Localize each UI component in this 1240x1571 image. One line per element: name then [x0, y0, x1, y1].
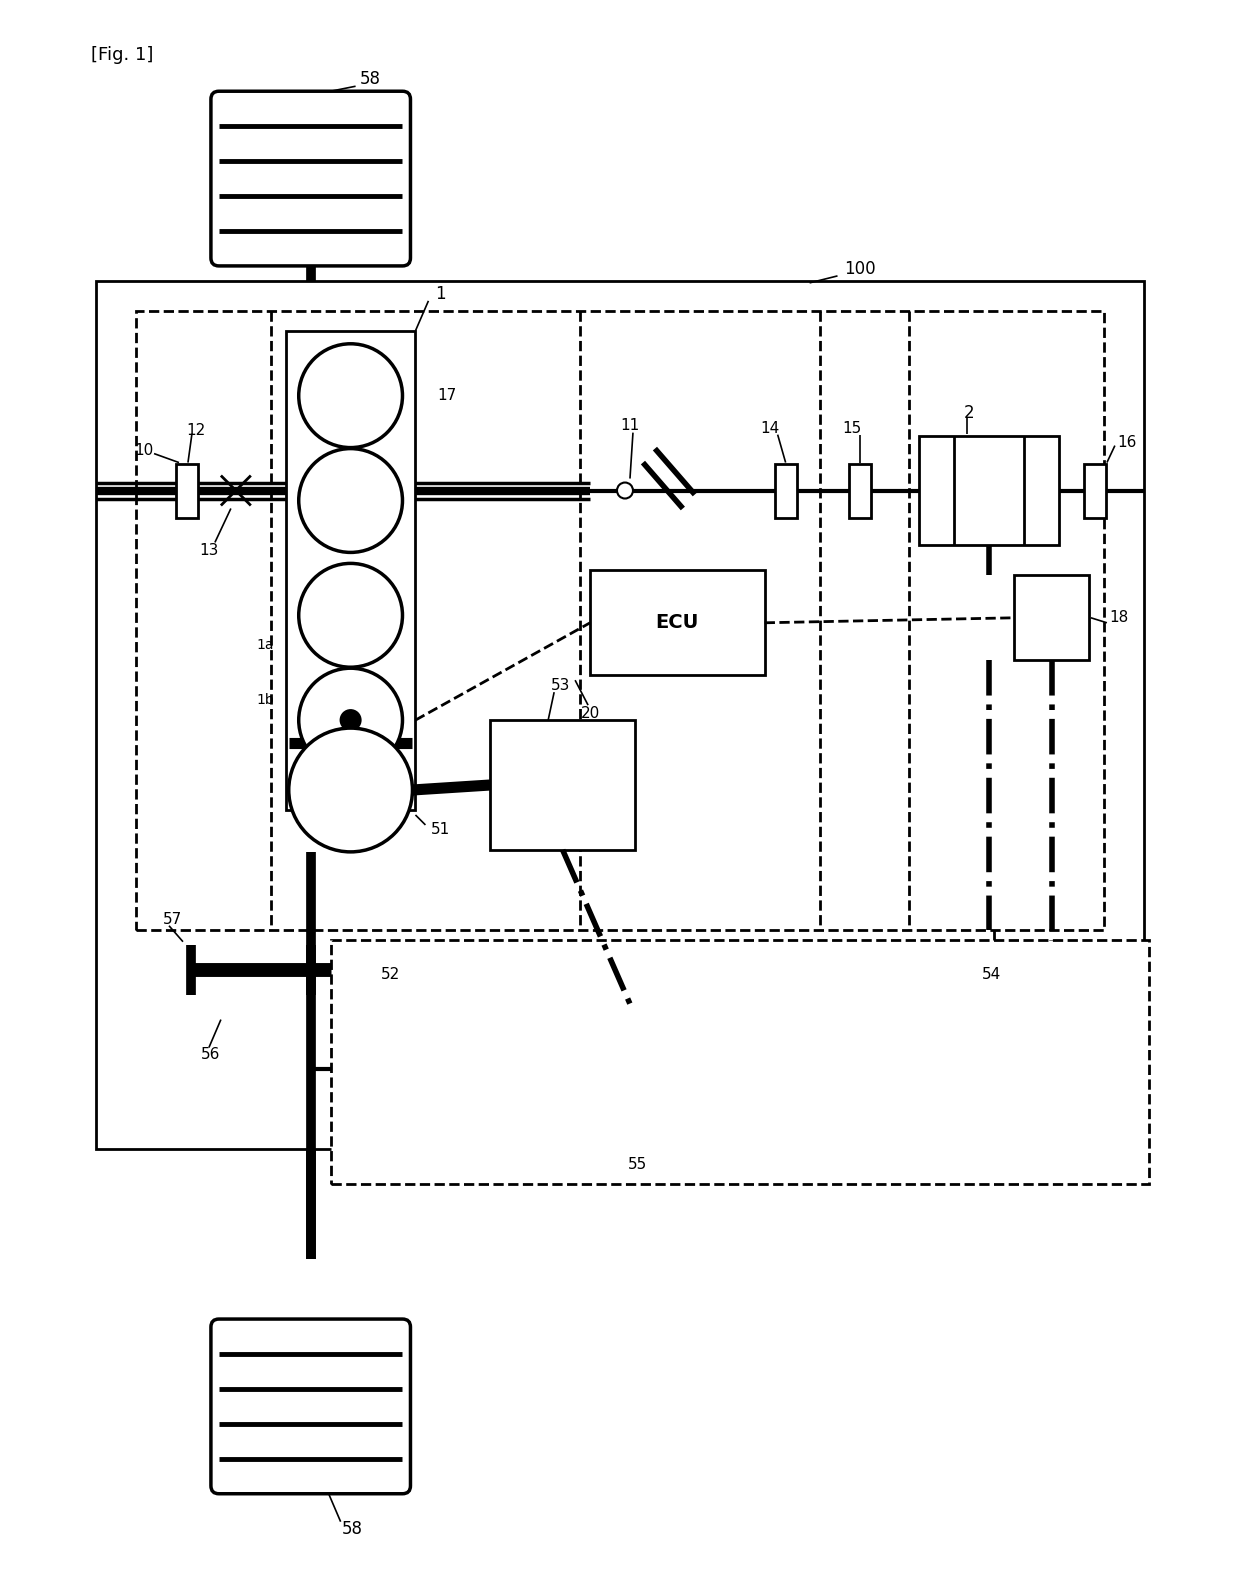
Text: 54: 54	[982, 968, 1001, 982]
Text: 51: 51	[430, 823, 450, 837]
Bar	[285, 331, 415, 811]
Text: 1b: 1b	[255, 693, 274, 707]
Text: 58: 58	[342, 1519, 363, 1538]
Text: 12: 12	[186, 423, 206, 438]
Bar	[1014, 575, 1089, 660]
Bar	[1084, 463, 1106, 518]
Text: [Fig. 1]: [Fig. 1]	[92, 46, 154, 64]
Bar	[849, 463, 872, 518]
Text: 11: 11	[620, 418, 640, 434]
Circle shape	[299, 564, 403, 668]
Bar	[97, 281, 1143, 1150]
FancyBboxPatch shape	[211, 1320, 410, 1494]
Bar	[590, 570, 765, 676]
Circle shape	[618, 482, 632, 498]
Text: 10: 10	[134, 443, 154, 459]
Text: 17: 17	[438, 388, 456, 404]
Text: ECU: ECU	[656, 613, 699, 632]
Bar	[136, 311, 1104, 930]
Circle shape	[299, 449, 403, 553]
Bar	[775, 463, 796, 518]
Text: 56: 56	[201, 1046, 221, 1062]
Text: 58: 58	[360, 71, 381, 88]
Bar	[919, 435, 1059, 545]
Bar	[919, 1010, 1069, 1130]
Circle shape	[341, 710, 361, 731]
Text: 1: 1	[435, 284, 445, 303]
Text: 100: 100	[843, 259, 875, 278]
Bar	[490, 720, 635, 850]
Circle shape	[299, 344, 403, 448]
Text: 57: 57	[162, 913, 182, 927]
Text: 13: 13	[200, 544, 218, 558]
Text: 18: 18	[1109, 610, 1128, 625]
Bar	[176, 463, 198, 518]
Text: 15: 15	[842, 421, 861, 437]
Text: 55: 55	[629, 1156, 647, 1172]
Text: 1a: 1a	[257, 638, 274, 652]
Circle shape	[289, 727, 413, 851]
Text: 52: 52	[381, 968, 401, 982]
Text: 53: 53	[551, 677, 570, 693]
Text: 16: 16	[1117, 435, 1136, 451]
Text: 14: 14	[760, 421, 779, 437]
Text: 2: 2	[963, 404, 975, 421]
Bar	[560, 1010, 704, 1130]
FancyBboxPatch shape	[211, 91, 410, 265]
Bar	[331, 939, 1148, 1185]
Circle shape	[299, 668, 403, 771]
Text: 20: 20	[580, 705, 600, 721]
Bar	[346, 1010, 475, 1130]
